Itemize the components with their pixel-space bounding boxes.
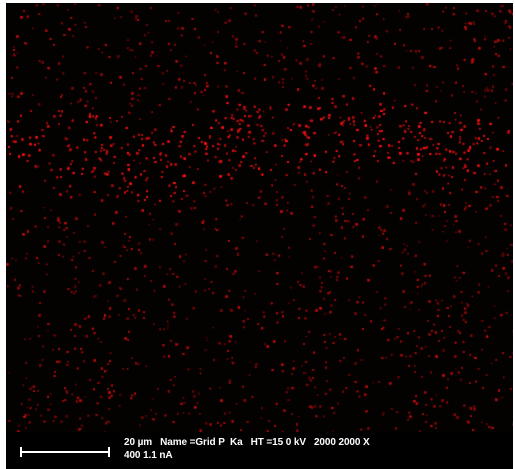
info-bar: 20 µm Name =Grid P Ka HT =15 0 kV 2000 2… [6, 432, 513, 469]
metadata-text: 20 µm Name =Grid P Ka HT =15 0 kV 2000 2… [124, 436, 510, 462]
scale-label: 20 µm [124, 437, 153, 448]
elemental-map-canvas [6, 3, 513, 432]
magnification: 2000 2000 X [313, 437, 370, 448]
high-tension: HT =15 0 kV [250, 437, 306, 448]
metadata-line2: 400 1.1 nA [124, 450, 173, 461]
element-name: Name =Grid P Ka [160, 437, 243, 448]
scale-bar [20, 447, 110, 457]
elemental-map-image [6, 3, 513, 432]
